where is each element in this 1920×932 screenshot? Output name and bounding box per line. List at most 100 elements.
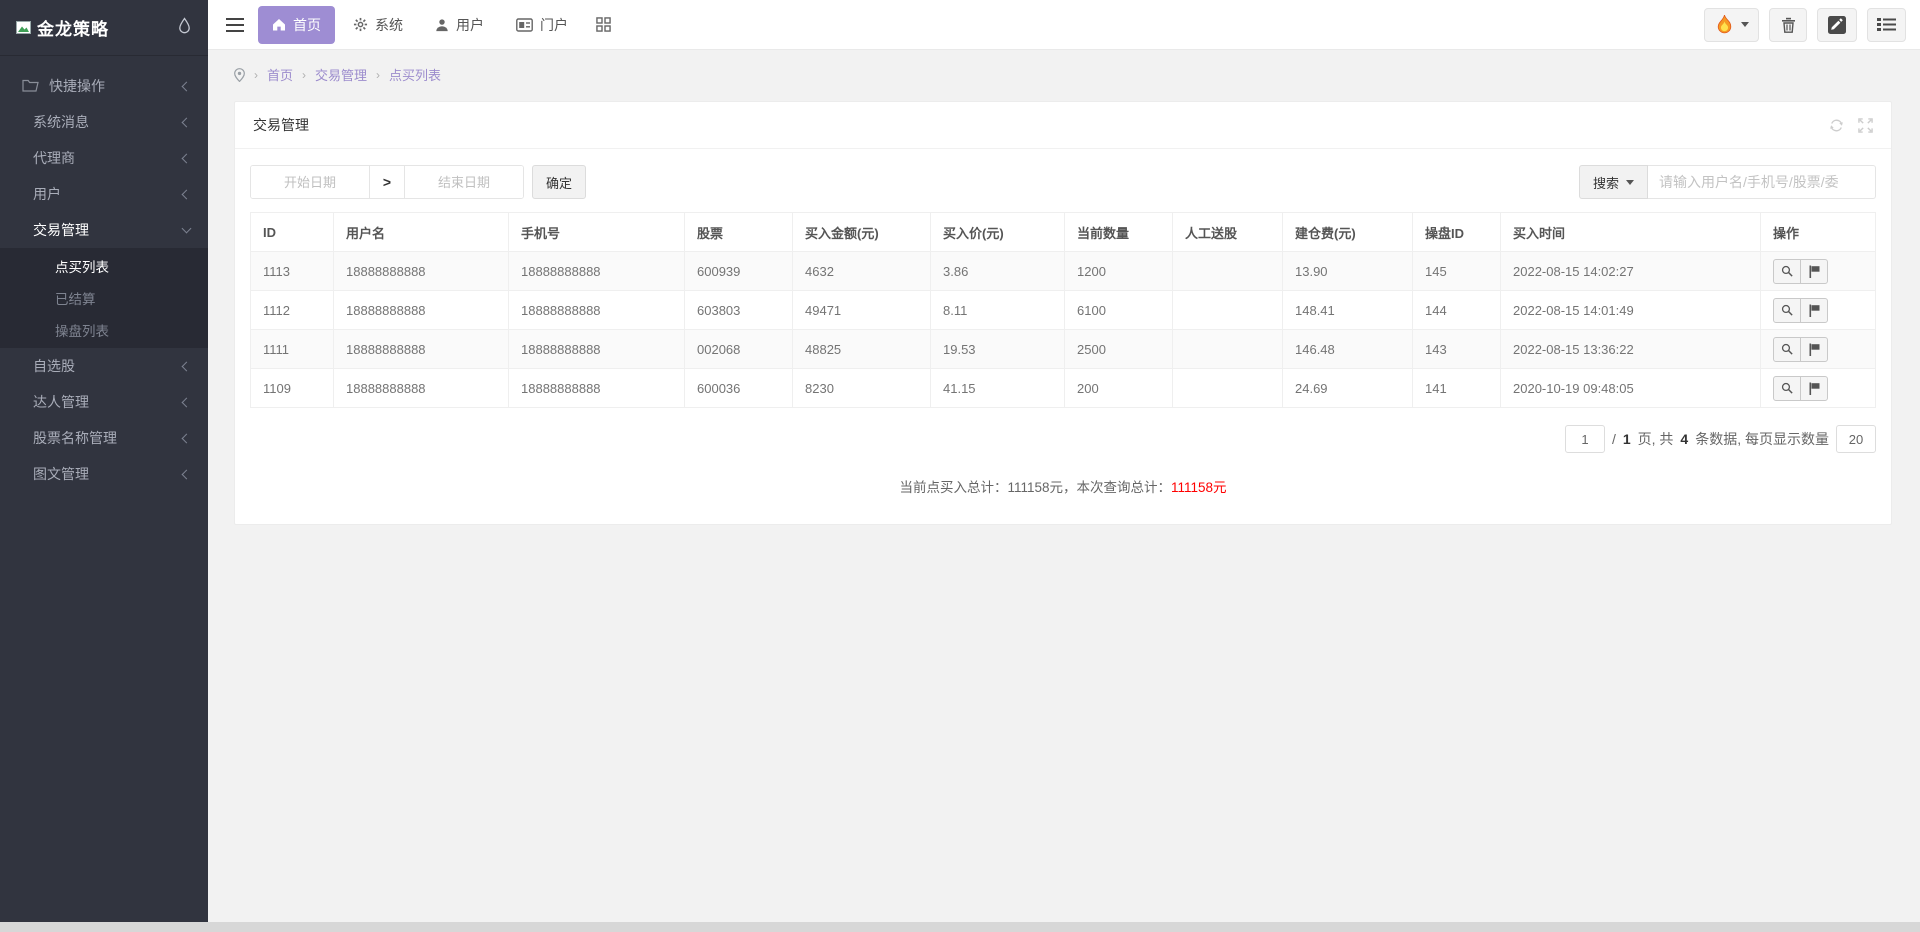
end-date-input[interactable] bbox=[405, 166, 523, 198]
total-pages: 1 bbox=[1622, 431, 1631, 447]
cell-quantity: 2500 bbox=[1064, 329, 1173, 369]
sidebar-item-label: 股票名称管理 bbox=[33, 430, 117, 446]
list-panel-button[interactable] bbox=[1867, 7, 1906, 42]
column-header: 操盘ID bbox=[1412, 212, 1501, 252]
cell-phone: 18888888888 bbox=[508, 290, 685, 330]
start-date-input[interactable] bbox=[251, 166, 369, 198]
total-count: 4 bbox=[1680, 431, 1689, 447]
cell-buy-time: 2022-08-15 14:02:27 bbox=[1500, 251, 1761, 291]
apps-grid-button[interactable] bbox=[586, 6, 621, 44]
cell-operator-id: 145 bbox=[1412, 251, 1501, 291]
panel-header: 交易管理 bbox=[235, 102, 1891, 149]
chevron-left-icon bbox=[181, 117, 192, 127]
edit-button[interactable] bbox=[1817, 7, 1857, 42]
panel-body: > 确定 搜索 bbox=[235, 149, 1891, 524]
sidebar-item-quick-ops[interactable]: 快捷操作 bbox=[0, 68, 208, 104]
sidebar-item-label: 图文管理 bbox=[33, 466, 89, 482]
cell-username: 18888888888 bbox=[333, 329, 509, 369]
column-header: 用户名 bbox=[333, 212, 509, 252]
column-header: 股票 bbox=[684, 212, 793, 252]
filter-row: > 确定 搜索 bbox=[250, 165, 1876, 199]
cell-username: 18888888888 bbox=[333, 368, 509, 408]
cell-stock: 603803 bbox=[684, 290, 793, 330]
sidebar: 金龙策略 快捷操作 系统消息 代理商 用户 交易管理 bbox=[0, 0, 208, 922]
view-detail-button[interactable] bbox=[1773, 375, 1801, 401]
nav-tab-system[interactable]: 系统 bbox=[339, 6, 417, 44]
nav-tab-home[interactable]: 首页 bbox=[258, 5, 335, 44]
hamburger-menu-icon[interactable] bbox=[226, 17, 244, 32]
sidebar-item-trade-management[interactable]: 交易管理 bbox=[0, 212, 208, 248]
nav-tab-label: 门户 bbox=[540, 16, 568, 33]
water-drop-icon[interactable] bbox=[177, 16, 192, 39]
trade-management-panel: 交易管理 > 确定 搜索 bbox=[234, 101, 1892, 525]
nav-tab-label: 首页 bbox=[293, 16, 321, 33]
breadcrumb-separator: › bbox=[254, 67, 258, 82]
breadcrumb-link-trade-management[interactable]: 交易管理 bbox=[315, 68, 368, 83]
view-detail-button[interactable] bbox=[1773, 258, 1801, 284]
view-detail-button[interactable] bbox=[1773, 336, 1801, 362]
breadcrumb: › 首页 › 交易管理 › 点买列表 bbox=[208, 50, 1920, 84]
confirm-button[interactable]: 确定 bbox=[532, 165, 587, 199]
cell-operator-id: 144 bbox=[1412, 290, 1501, 330]
view-detail-button[interactable] bbox=[1773, 297, 1801, 323]
flag-button[interactable] bbox=[1800, 375, 1828, 401]
cell-operator-id: 141 bbox=[1412, 368, 1501, 408]
search-dropdown-button[interactable]: 搜索 bbox=[1578, 165, 1648, 199]
flag-button[interactable] bbox=[1800, 297, 1828, 323]
nav-tab-portal[interactable]: 门户 bbox=[502, 6, 582, 44]
chevron-left-icon bbox=[181, 81, 192, 91]
cell-id: 1113 bbox=[250, 251, 334, 291]
flag-button[interactable] bbox=[1800, 258, 1828, 284]
trash-button[interactable] bbox=[1769, 7, 1807, 42]
sidebar-subitem-settled[interactable]: 已结算 bbox=[0, 282, 208, 314]
current-page-input[interactable] bbox=[1564, 425, 1605, 453]
sidebar-item-expert-management[interactable]: 达人管理 bbox=[0, 384, 208, 420]
sidebar-item-stock-name-management[interactable]: 股票名称管理 bbox=[0, 420, 208, 456]
search-input[interactable] bbox=[1648, 165, 1876, 199]
table-row: 1113 18888888888 18888888888 600939 4632… bbox=[250, 251, 1876, 291]
chevron-down-icon bbox=[1626, 179, 1634, 185]
cell-quantity: 1200 bbox=[1064, 251, 1173, 291]
sidebar-item-article-management[interactable]: 图文管理 bbox=[0, 456, 208, 492]
breadcrumb-link-home[interactable]: 首页 bbox=[267, 68, 294, 83]
column-header: 操作 bbox=[1760, 212, 1876, 252]
summary-highlight: 111158元 bbox=[1171, 480, 1227, 495]
chevron-left-icon bbox=[181, 397, 192, 407]
avatar-dropdown-button[interactable] bbox=[1704, 7, 1759, 42]
cell-quantity: 200 bbox=[1064, 368, 1173, 408]
search-button-label: 搜索 bbox=[1592, 175, 1619, 191]
column-header: 买入金额(元) bbox=[792, 212, 931, 252]
breadcrumb-link-point-buy-list[interactable]: 点买列表 bbox=[389, 68, 442, 83]
nav-tab-label: 系统 bbox=[375, 16, 403, 33]
cell-manual-shares bbox=[1172, 368, 1283, 408]
sidebar-subitem-operation-list[interactable]: 操盘列表 bbox=[0, 314, 208, 346]
list-icon bbox=[1877, 17, 1896, 32]
refresh-icon[interactable] bbox=[1829, 118, 1844, 133]
cell-buy-price: 3.86 bbox=[930, 251, 1065, 291]
sidebar-item-label: 快捷操作 bbox=[49, 78, 105, 94]
nav-tab-user[interactable]: 用户 bbox=[421, 6, 498, 44]
cell-buy-amount: 48825 bbox=[792, 329, 931, 369]
cell-buy-price: 8.11 bbox=[930, 290, 1065, 330]
sidebar-item-agents[interactable]: 代理商 bbox=[0, 140, 208, 176]
sidebar-item-users[interactable]: 用户 bbox=[0, 176, 208, 212]
panel-tools bbox=[1829, 117, 1873, 133]
page-size-input[interactable] bbox=[1836, 425, 1876, 453]
user-icon bbox=[435, 18, 449, 32]
portal-icon bbox=[516, 17, 533, 32]
cell-fee: 148.41 bbox=[1282, 290, 1413, 330]
trades-table: ID 用户名 手机号 股票 买入金额(元) 买入价(元) 当前数量 人工送股 建… bbox=[250, 212, 1876, 408]
date-range-group: > bbox=[250, 165, 524, 199]
chevron-left-icon bbox=[181, 189, 192, 199]
sidebar-item-watchlist-stocks[interactable]: 自选股 bbox=[0, 348, 208, 384]
flag-button[interactable] bbox=[1800, 336, 1828, 362]
sidebar-item-system-messages[interactable]: 系统消息 bbox=[0, 104, 208, 140]
main-content: 首页 系统 用户 门户 bbox=[208, 0, 1920, 922]
cell-id: 1112 bbox=[250, 290, 334, 330]
horizontal-scrollbar[interactable] bbox=[0, 922, 1920, 932]
expand-icon[interactable] bbox=[1858, 117, 1873, 133]
panel-title: 交易管理 bbox=[253, 117, 309, 133]
sidebar-subitem-point-buy-list[interactable]: 点买列表 bbox=[0, 250, 208, 282]
logo-bar: 金龙策略 bbox=[0, 0, 208, 56]
cell-stock: 600036 bbox=[684, 368, 793, 408]
